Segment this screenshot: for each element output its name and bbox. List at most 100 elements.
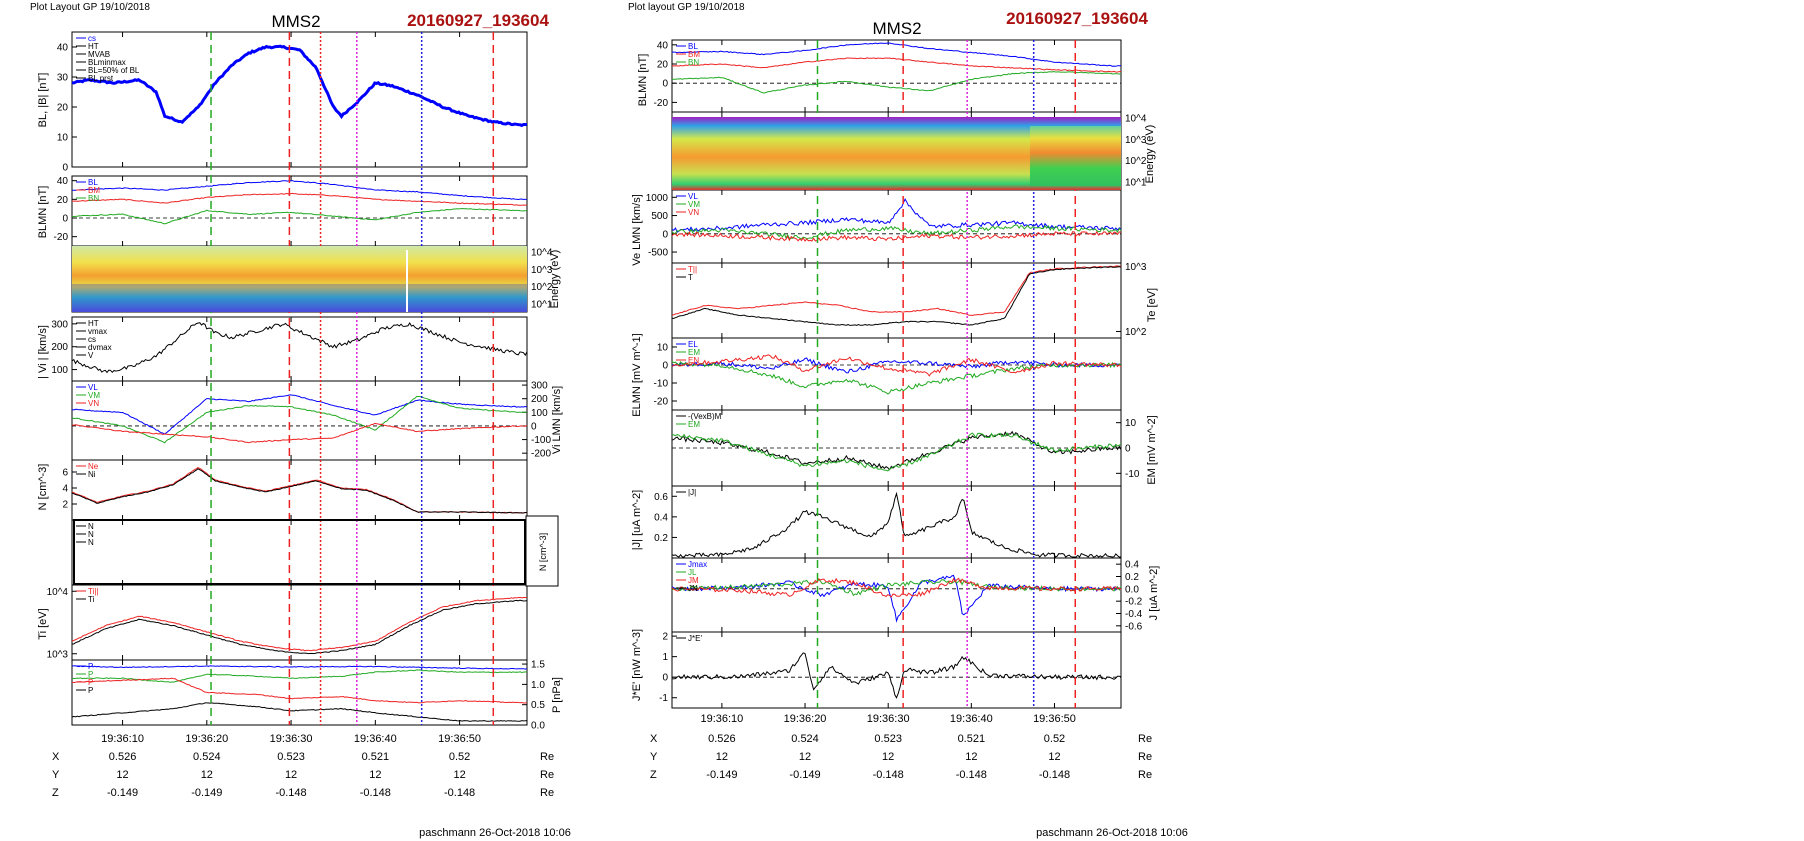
y-tick-label: 40 [57, 43, 69, 54]
y-tick-label: 10^2 [531, 282, 553, 293]
series-bl [671, 42, 1122, 67]
legend-label: EL [688, 340, 698, 349]
legend-label: J*E' [688, 634, 702, 643]
y-tick-label: 0 [1125, 444, 1131, 455]
y-tick-label: 0.6 [654, 492, 668, 503]
series-p [71, 665, 528, 670]
legend-label: vmax [88, 327, 107, 336]
event-id-right: 20160927_193604 [1006, 9, 1148, 28]
ion-energy-spectrogram [72, 246, 527, 312]
series-em [671, 360, 1122, 395]
panel-frame [671, 631, 1122, 709]
y-tick-label: 10 [57, 133, 69, 144]
legend-label: BM [688, 50, 700, 59]
electron-energy-spectrogram [672, 117, 1121, 190]
ephemeris-value: 0.52 [449, 751, 470, 763]
y-tick-label: -20 [654, 397, 669, 408]
panel-frame [671, 485, 1122, 559]
ylabel-pressure: P [nPa] [551, 677, 563, 713]
ephemeris-value: 0.524 [193, 751, 221, 763]
ephemeris-value: 12 [201, 769, 213, 781]
legend-label: BL=50% of BL [88, 66, 140, 75]
page-header-right: Plot layout GP 19/10/2018 [628, 2, 745, 13]
ephemeris-value: 12 [1048, 751, 1060, 763]
y-tick-label: -10 [654, 379, 669, 390]
legend-label: dvmax [88, 343, 112, 352]
ephemeris-unit: Re [1138, 769, 1152, 781]
time-tick-label: 19:36:40 [950, 713, 993, 725]
legend-label: BN [88, 194, 99, 203]
panel-frame [71, 175, 528, 247]
time-tick-label: 19:36:10 [101, 733, 144, 745]
y-tick-label: 10 [657, 343, 669, 354]
y-tick-label: 0.0 [531, 721, 545, 732]
y-tick-label: 10^3 [531, 265, 553, 276]
series-vn [71, 422, 528, 444]
ephemeris-value: -0.148 [444, 787, 475, 799]
panel-frame [671, 262, 1122, 339]
y-tick-label: 0 [62, 163, 68, 174]
y-tick-label: 40 [657, 40, 669, 51]
y-tick-label: 0 [62, 214, 68, 225]
legend-label: N [88, 522, 94, 531]
ephemeris-label: Z [52, 787, 59, 799]
panel-frame [671, 189, 1122, 264]
ephemeris-label: X [52, 751, 60, 763]
legend-label: BL [688, 42, 698, 51]
ylabel-ndots: N [cm^-3] [538, 533, 548, 571]
series-bl [72, 180, 528, 201]
y-tick-label: 0.2 [1125, 572, 1139, 583]
ylabel-e-lmn: ELMN [mV m^-1] [631, 333, 643, 416]
y-tick-label: 1000 [646, 193, 669, 204]
ephemeris-label: Y [52, 769, 60, 781]
legend-label: N [88, 530, 94, 539]
legend-label: cs [88, 34, 96, 43]
y-tick-label: -0.4 [1125, 609, 1143, 620]
y-tick-label: -10 [1125, 469, 1140, 480]
series-t- [671, 265, 1122, 317]
footer-left: paschmann 26-Oct-2018 10:06 [419, 827, 571, 839]
ephemeris-label: Z [650, 769, 657, 781]
ephemeris-unit: Re [540, 751, 554, 763]
time-tick-label: 19:36:50 [438, 733, 481, 745]
legend-label: JL [688, 568, 697, 577]
time-tick-label: 19:36:30 [270, 733, 313, 745]
y-tick-label: 0 [662, 361, 668, 372]
y-tick-label: 20 [57, 103, 69, 114]
y-tick-label: -200 [531, 449, 551, 460]
y-tick-label: 10^3 [1125, 135, 1147, 146]
y-tick-label: 10^2 [1125, 327, 1147, 338]
legend-label: V [88, 351, 94, 360]
series-vm [671, 224, 1122, 240]
y-tick-label: -100 [531, 435, 551, 446]
spacecraft-title: MMS2 [271, 12, 320, 31]
ylabel-em: EM [mV m^-2] [1146, 415, 1158, 484]
y-tick-label: 0.0 [1125, 584, 1139, 595]
y-tick-label: 200 [531, 394, 548, 405]
legend-label: VL [88, 383, 98, 392]
ephemeris-value: 0.521 [362, 751, 390, 763]
ephemeris-unit: Re [1138, 751, 1152, 763]
page-header: Plot Layout GP 19/10/2018 [30, 2, 150, 13]
ylabel-density: N [cm^-3] [37, 464, 49, 511]
legend-label: P [88, 678, 93, 687]
series--vexb-m [671, 430, 1122, 471]
series-ne [71, 467, 528, 514]
legend-label: EN [688, 356, 699, 365]
ephemeris-unit: Re [1138, 733, 1152, 745]
panel-frame [71, 31, 528, 168]
ylabel-ve-lmn: Ve LMN [km/s] [631, 194, 643, 266]
series-t [672, 266, 1122, 326]
ephemeris-value: 0.523 [277, 751, 305, 763]
legend-label: T [688, 273, 693, 282]
y-tick-label: 10^3 [1125, 262, 1147, 273]
series-bm [72, 192, 528, 206]
y-tick-label: 300 [531, 381, 548, 392]
series-p [71, 669, 528, 683]
y-tick-label: 100 [51, 365, 68, 376]
legend-label: |J| [688, 488, 696, 497]
y-tick-label: 0 [662, 79, 668, 90]
